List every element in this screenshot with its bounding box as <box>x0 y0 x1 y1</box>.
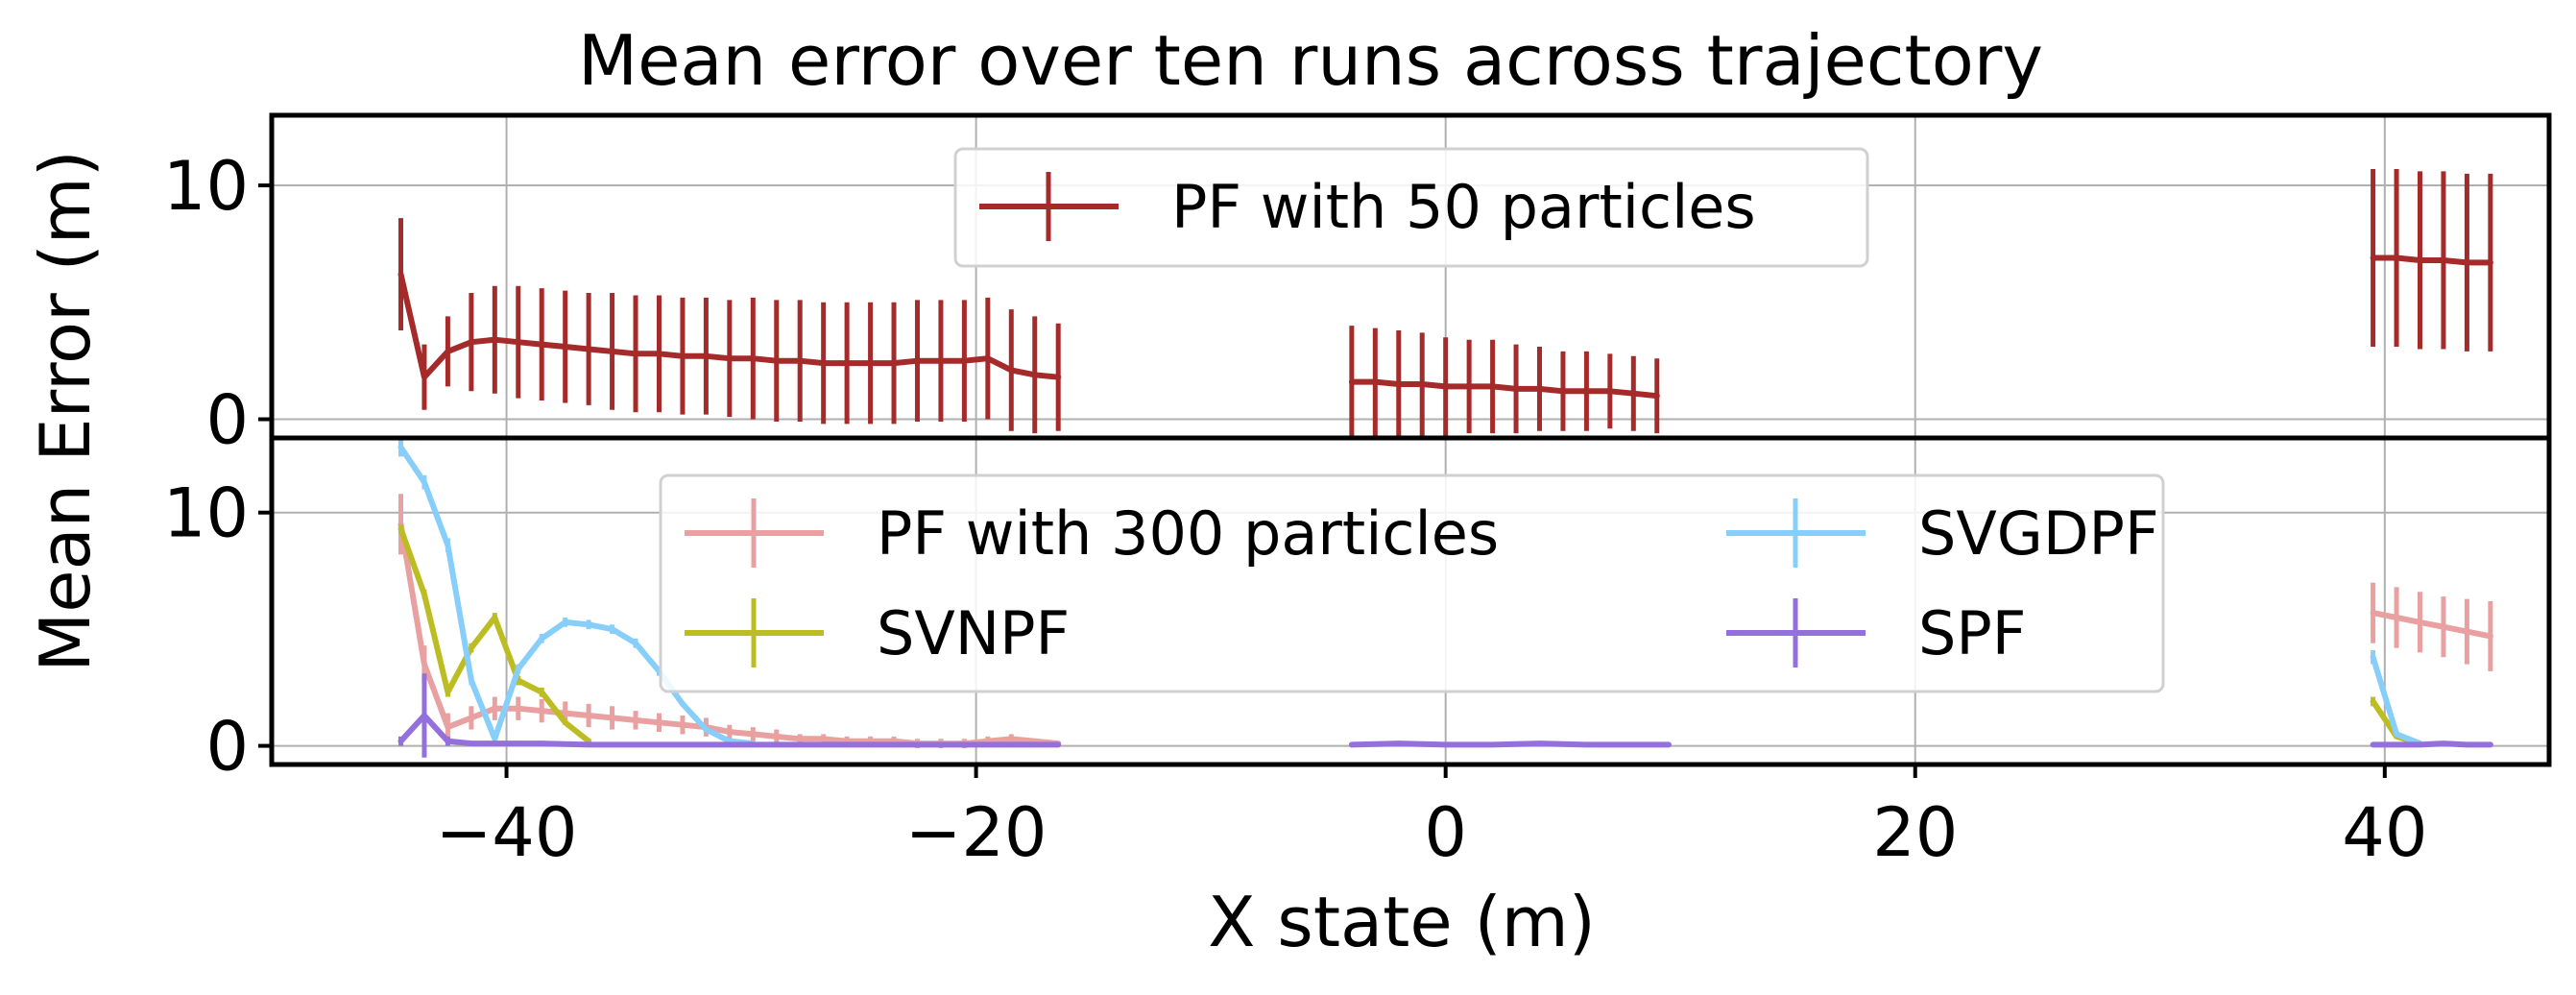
x-tick-label: −20 <box>905 793 1047 872</box>
series-layer <box>397 438 2493 758</box>
chart-title: Mean error over ten runs across trajecto… <box>578 20 2043 101</box>
legend-label: PF with 50 particles <box>1171 172 1756 242</box>
y-tick-label: 0 <box>205 381 249 460</box>
series-line <box>2370 740 2493 748</box>
panel-bottom: 0 10 PF with 300 particles SVNPF SVGDPF SPF <box>163 435 2552 787</box>
series-line <box>1348 378 1660 400</box>
series-line <box>1348 740 1672 748</box>
x-tick-label: 40 <box>2342 793 2427 872</box>
plot-layer: 0 10 PF with 50 particles 0 10 PF with 300 pa… <box>163 112 2552 872</box>
series-svgdpf <box>397 438 2423 747</box>
axes-frame <box>269 435 2552 767</box>
x-axis-label: X state (m) <box>1208 882 1596 962</box>
series-pf-with-50-particles <box>397 169 2493 438</box>
legend-item: SVGDPF <box>1726 498 2159 569</box>
legend-frame <box>953 147 1869 268</box>
x-tick-label: 0 <box>1424 793 1467 872</box>
legend-label: SVNPF <box>877 598 1070 668</box>
x-tick-label: 20 <box>1872 793 1958 872</box>
panel-top: 0 10 PF with 50 particles <box>163 112 2552 460</box>
legend-item: PF with 50 particles <box>979 172 1756 242</box>
series-line <box>2370 654 2423 747</box>
legend-item: SPF <box>1726 598 2026 668</box>
legend: PF with 300 particles SVNPF SVGDPF SPF <box>659 473 2165 693</box>
series-line <box>2370 610 2493 640</box>
y-tick-label: 10 <box>163 147 249 226</box>
legend-frame <box>659 473 2165 693</box>
x-tick-label: −40 <box>436 793 578 872</box>
legend-label: PF with 300 particles <box>877 498 1499 569</box>
series-line <box>397 444 757 747</box>
legend-label: SVGDPF <box>1918 498 2159 569</box>
series-spf <box>397 673 2493 758</box>
legend-item: PF with 300 particles <box>685 498 1499 569</box>
series-layer <box>397 169 2493 438</box>
y-tick-label: 0 <box>205 708 249 787</box>
legend: PF with 50 particles <box>953 147 1869 268</box>
legend-label: SPF <box>1918 598 2026 668</box>
legend-item: SVNPF <box>685 598 1070 668</box>
series-line <box>2370 255 2493 266</box>
y-tick-label: 10 <box>163 474 249 553</box>
y-axis-label: Mean Error (m) <box>25 150 106 672</box>
